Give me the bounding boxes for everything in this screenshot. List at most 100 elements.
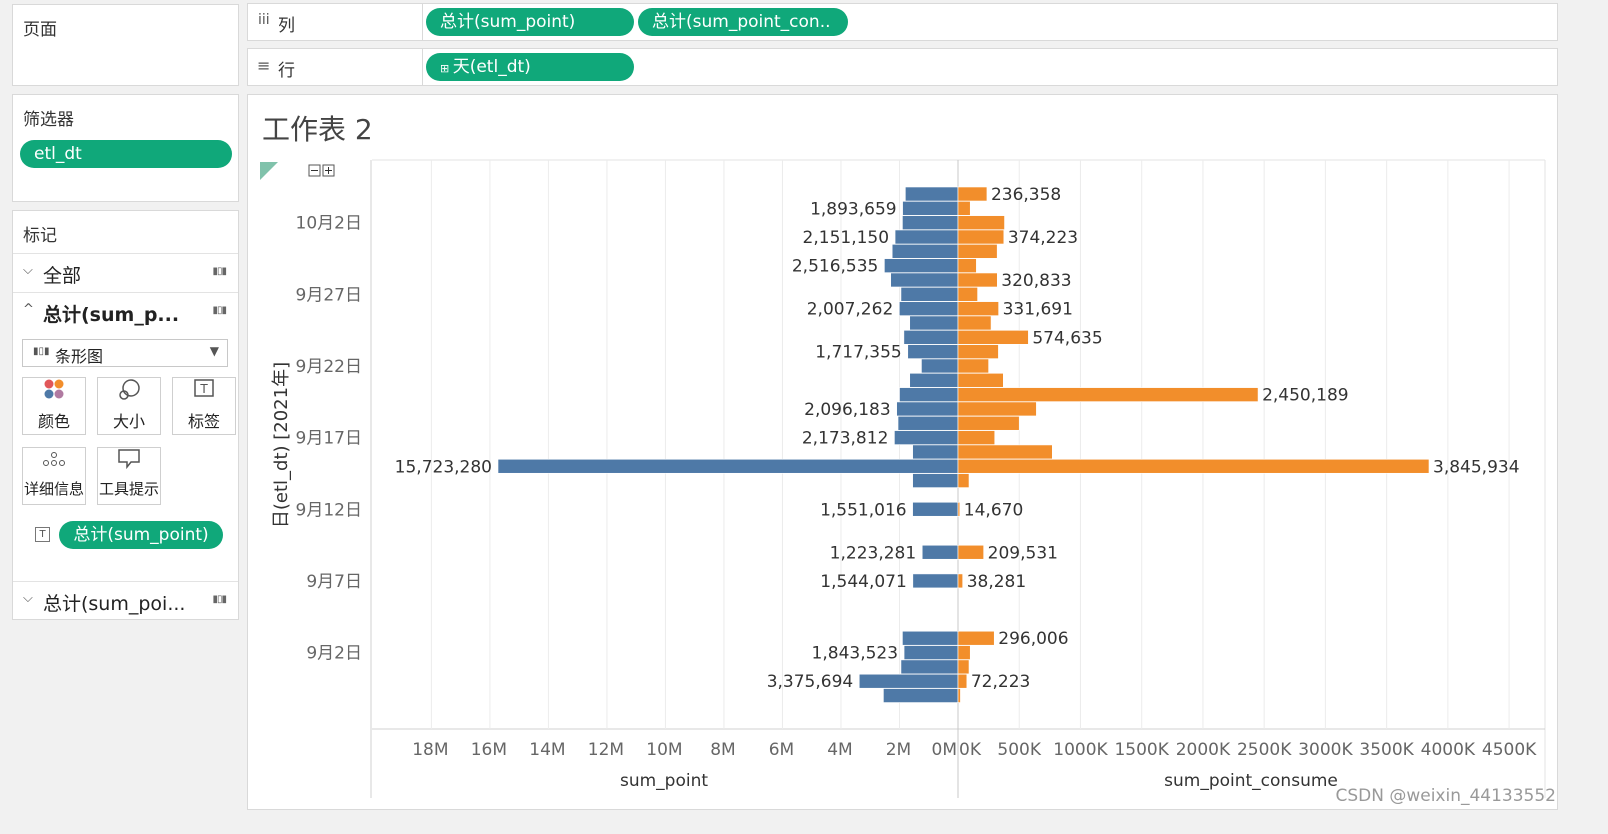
pages-title: 页面: [23, 20, 57, 40]
bar-sum-point-consume: [957, 673, 968, 689]
columns-pill-sum-point[interactable]: 总计(sum_point): [426, 8, 634, 36]
data-label-sum-point-consume: 320,833: [1001, 271, 1071, 291]
x-axis-title-left: sum_point: [620, 771, 708, 791]
bar-sum-point: [900, 287, 959, 302]
tooltip-button[interactable]: 工具提示: [97, 447, 161, 505]
bar-sum-point-consume: [957, 501, 961, 517]
x-tick-label: 2000K: [1176, 740, 1231, 760]
bar-sum-point: [912, 444, 959, 460]
tooltip-button-label: 工具提示: [98, 480, 159, 498]
bar-sum-point: [497, 458, 959, 474]
marks-card-sum-point[interactable]: ^ 总计(sum_p... ▮▯▮: [13, 292, 238, 331]
x-tick-label: 12M: [588, 740, 624, 760]
bar-sum-point-consume: [957, 315, 992, 331]
rows-label: 行: [278, 61, 295, 81]
size-icon: [98, 378, 160, 408]
data-label-sum-point: 2,096,183: [804, 400, 891, 420]
bar-sum-point: [903, 329, 959, 345]
bar-sum-point-consume: [957, 229, 1005, 245]
bar-sum-point: [894, 430, 959, 445]
data-label-sum-point: 1,717,355: [815, 343, 902, 363]
bar-sum-point-consume: [957, 244, 998, 259]
mark-type-dropdown[interactable]: ▮▯▮ 条形图 ▼: [22, 339, 228, 367]
rows-pill-day[interactable]: ⊞ 天(etl_dt): [426, 53, 634, 81]
rows-icon: ≡: [257, 56, 271, 75]
data-label-sum-point-consume: 374,223: [1008, 228, 1078, 248]
columns-pill-sum-point-consume[interactable]: 总计(sum_point_con..: [638, 8, 848, 36]
data-label-sum-point-consume: 574,635: [1032, 328, 1102, 348]
marks-card-all-label: 全部: [43, 265, 82, 287]
detail-button-label: 详细信息: [23, 480, 84, 498]
marks-panel: 标记 ⌵ 全部 ▮▯▮ ^ 总计(sum_p... ▮▯▮ ▮▯▮ 条形图 ▼ …: [12, 210, 239, 620]
data-label-sum-point: 1,893,659: [810, 199, 897, 219]
data-label-sum-point: 1,544,071: [820, 572, 907, 592]
bar-chart-icon: ▮▯▮: [33, 346, 50, 357]
marks-title: 标记: [23, 226, 57, 246]
x-tick-label: 4M: [827, 740, 852, 760]
filter-pill-etl-dt[interactable]: etl_dt: [20, 140, 232, 168]
bar-sum-point: [921, 544, 959, 560]
bar-sum-point: [891, 244, 959, 259]
label-icon: T: [173, 378, 235, 408]
rows-shelf: ≡ 行 ⊞ 天(etl_dt): [247, 48, 1558, 86]
bar-sum-point: [900, 659, 959, 675]
label-field-row: T 总计(sum_point): [13, 521, 238, 555]
bar-sum-point-consume: [957, 387, 1259, 402]
data-label-sum-point-consume: 209,531: [988, 543, 1058, 563]
data-label-sum-point: 2,007,262: [807, 300, 894, 320]
bar-sum-point-consume: [957, 372, 1004, 388]
bar-sum-point-consume: [957, 688, 961, 703]
data-label-sum-point-consume: 38,281: [967, 572, 1026, 592]
tooltip-icon: [98, 448, 160, 478]
watermark: CSDN @weixin_44133552: [1335, 786, 1556, 806]
data-label-sum-point-consume: 296,006: [998, 629, 1068, 649]
shelf-divider: [422, 4, 423, 40]
mark-type-label: 条形图: [55, 347, 104, 366]
marks-card-sum-point-consume[interactable]: ⌵ 总计(sum_poi... ▮▯▮: [13, 581, 238, 620]
x-tick-label: 8M: [710, 740, 735, 760]
corner-marker: [260, 162, 278, 180]
bar-sum-point-consume: [957, 630, 995, 646]
bar-sum-point: [890, 272, 959, 288]
bar-sum-point: [912, 573, 959, 589]
data-label-sum-point: 1,551,016: [820, 500, 907, 520]
size-button-label: 大小: [112, 412, 145, 431]
x-axis-title-right: sum_point_consume: [1164, 771, 1338, 791]
color-button-label: 颜色: [37, 412, 70, 431]
data-label-sum-point: 15,723,280: [395, 457, 492, 477]
bar-sum-point: [903, 645, 959, 660]
data-label-sum-point-consume: 72,223: [971, 672, 1030, 692]
columns-icon: iii: [258, 12, 270, 28]
marks-card-all[interactable]: ⌵ 全部 ▮▯▮: [13, 253, 238, 292]
y-tick-label: 9月12日: [296, 500, 362, 520]
size-button[interactable]: 大小: [97, 377, 161, 435]
bar-sum-point-consume: [957, 201, 971, 216]
bar-sum-point: [899, 387, 959, 402]
y-tick-label: 9月17日: [296, 429, 362, 449]
label-pill-sum-point[interactable]: 总计(sum_point): [59, 521, 223, 549]
bar-sum-point: [896, 401, 959, 417]
x-tick-label: 0M: [932, 740, 957, 760]
detail-button[interactable]: 详细信息: [22, 447, 86, 505]
marks-card-sum-point-label: 总计(sum_p...: [43, 304, 180, 326]
bar-sum-point: [902, 215, 959, 230]
bar-sum-point: [894, 229, 959, 245]
data-label-sum-point: 1,843,523: [812, 644, 899, 664]
data-label-sum-point: 2,516,535: [792, 257, 879, 277]
bar-sum-point-consume: [957, 215, 1005, 230]
label-button[interactable]: T 标签: [172, 377, 236, 435]
bar-sum-point-consume: [957, 444, 1053, 460]
bar-chart-icon: ▮▯▮: [212, 305, 226, 316]
x-tick-label: 2M: [886, 740, 911, 760]
y-axis-title: 日(etl_dt) [2021年]: [271, 362, 292, 528]
x-tick-label: 10M: [646, 740, 682, 760]
bar-sum-point: [902, 630, 959, 646]
x-tick-label: 500K: [997, 740, 1041, 760]
color-button[interactable]: 颜色: [22, 377, 86, 435]
x-tick-label: 18M: [412, 740, 448, 760]
color-icon: [23, 378, 85, 408]
bar-sum-point-consume: [957, 258, 977, 273]
y-tick-label: 9月22日: [296, 357, 362, 377]
x-tick-label: 3500K: [1359, 740, 1414, 760]
bar-sum-point: [883, 688, 959, 703]
